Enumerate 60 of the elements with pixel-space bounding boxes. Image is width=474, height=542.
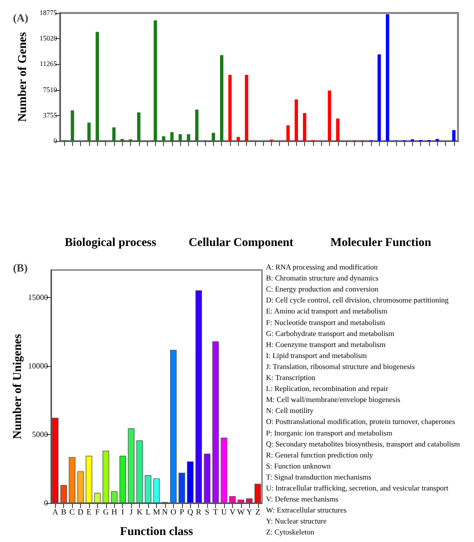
chart-title: (B) [13, 262, 28, 274]
x-tick-label: R [196, 508, 202, 516]
bar [170, 132, 174, 141]
bar [137, 112, 140, 141]
x-tick-label: B [60, 508, 66, 516]
bar [452, 130, 456, 141]
bar [195, 110, 198, 141]
x-tick-label: H [111, 508, 118, 516]
text: Moleculer Function [330, 235, 432, 249]
x-tick-label: C [69, 508, 75, 516]
y-tick-label: 15000 [28, 292, 48, 302]
bar [378, 54, 381, 141]
text: Biological process [64, 235, 157, 249]
bar [336, 118, 340, 141]
x-tick-label: G [102, 508, 109, 516]
bar [96, 32, 99, 141]
y-axis-title: Number of Unigenes [10, 334, 24, 440]
bar [154, 20, 158, 141]
x-tick-label: V [230, 508, 236, 516]
bar [162, 136, 166, 141]
bar [236, 136, 240, 141]
x-tick-label: E [86, 508, 92, 516]
bar [70, 110, 74, 141]
x-tick-label: F [95, 508, 100, 516]
x-tick-label: P [180, 508, 185, 516]
bar [220, 55, 224, 141]
y-tick-label: 10000 [28, 361, 48, 370]
x-tick-label: Q [187, 508, 194, 516]
bar [178, 134, 182, 141]
bar [244, 74, 248, 141]
x-tick-label: I [121, 508, 124, 516]
x-axis-title: Function class [120, 524, 194, 538]
x-tick-label: A [52, 508, 58, 516]
x-tick-label: N [162, 508, 168, 516]
chart-title: (A) [13, 12, 29, 24]
x-tick-label: M [152, 508, 160, 516]
x-tick-label: W [237, 508, 246, 516]
bar [212, 132, 216, 141]
bar [328, 90, 332, 141]
x-tick-label: K [136, 508, 143, 516]
y-axis-title: Number of Genes [15, 32, 29, 122]
x-tick-label: T [213, 508, 218, 516]
x-tick-label: J [130, 508, 133, 516]
bar [294, 99, 298, 141]
x-tick-label: O [170, 508, 176, 516]
bar [87, 122, 91, 141]
x-tick-label: Z [255, 508, 260, 516]
bar [302, 113, 306, 141]
bar [186, 134, 190, 141]
y-tick-label: 0 [44, 498, 48, 508]
x-tick-label: S [204, 508, 210, 516]
bar [386, 14, 390, 141]
x-tick-label: Y [246, 508, 252, 516]
bar [228, 74, 232, 141]
bar [112, 127, 116, 141]
text: Cellular Component [188, 235, 294, 249]
x-tick-label: D [78, 508, 84, 516]
x-tick-label: L [146, 508, 151, 516]
y-tick-label: 5000 [32, 430, 48, 439]
x-tick-label: U [221, 508, 228, 516]
